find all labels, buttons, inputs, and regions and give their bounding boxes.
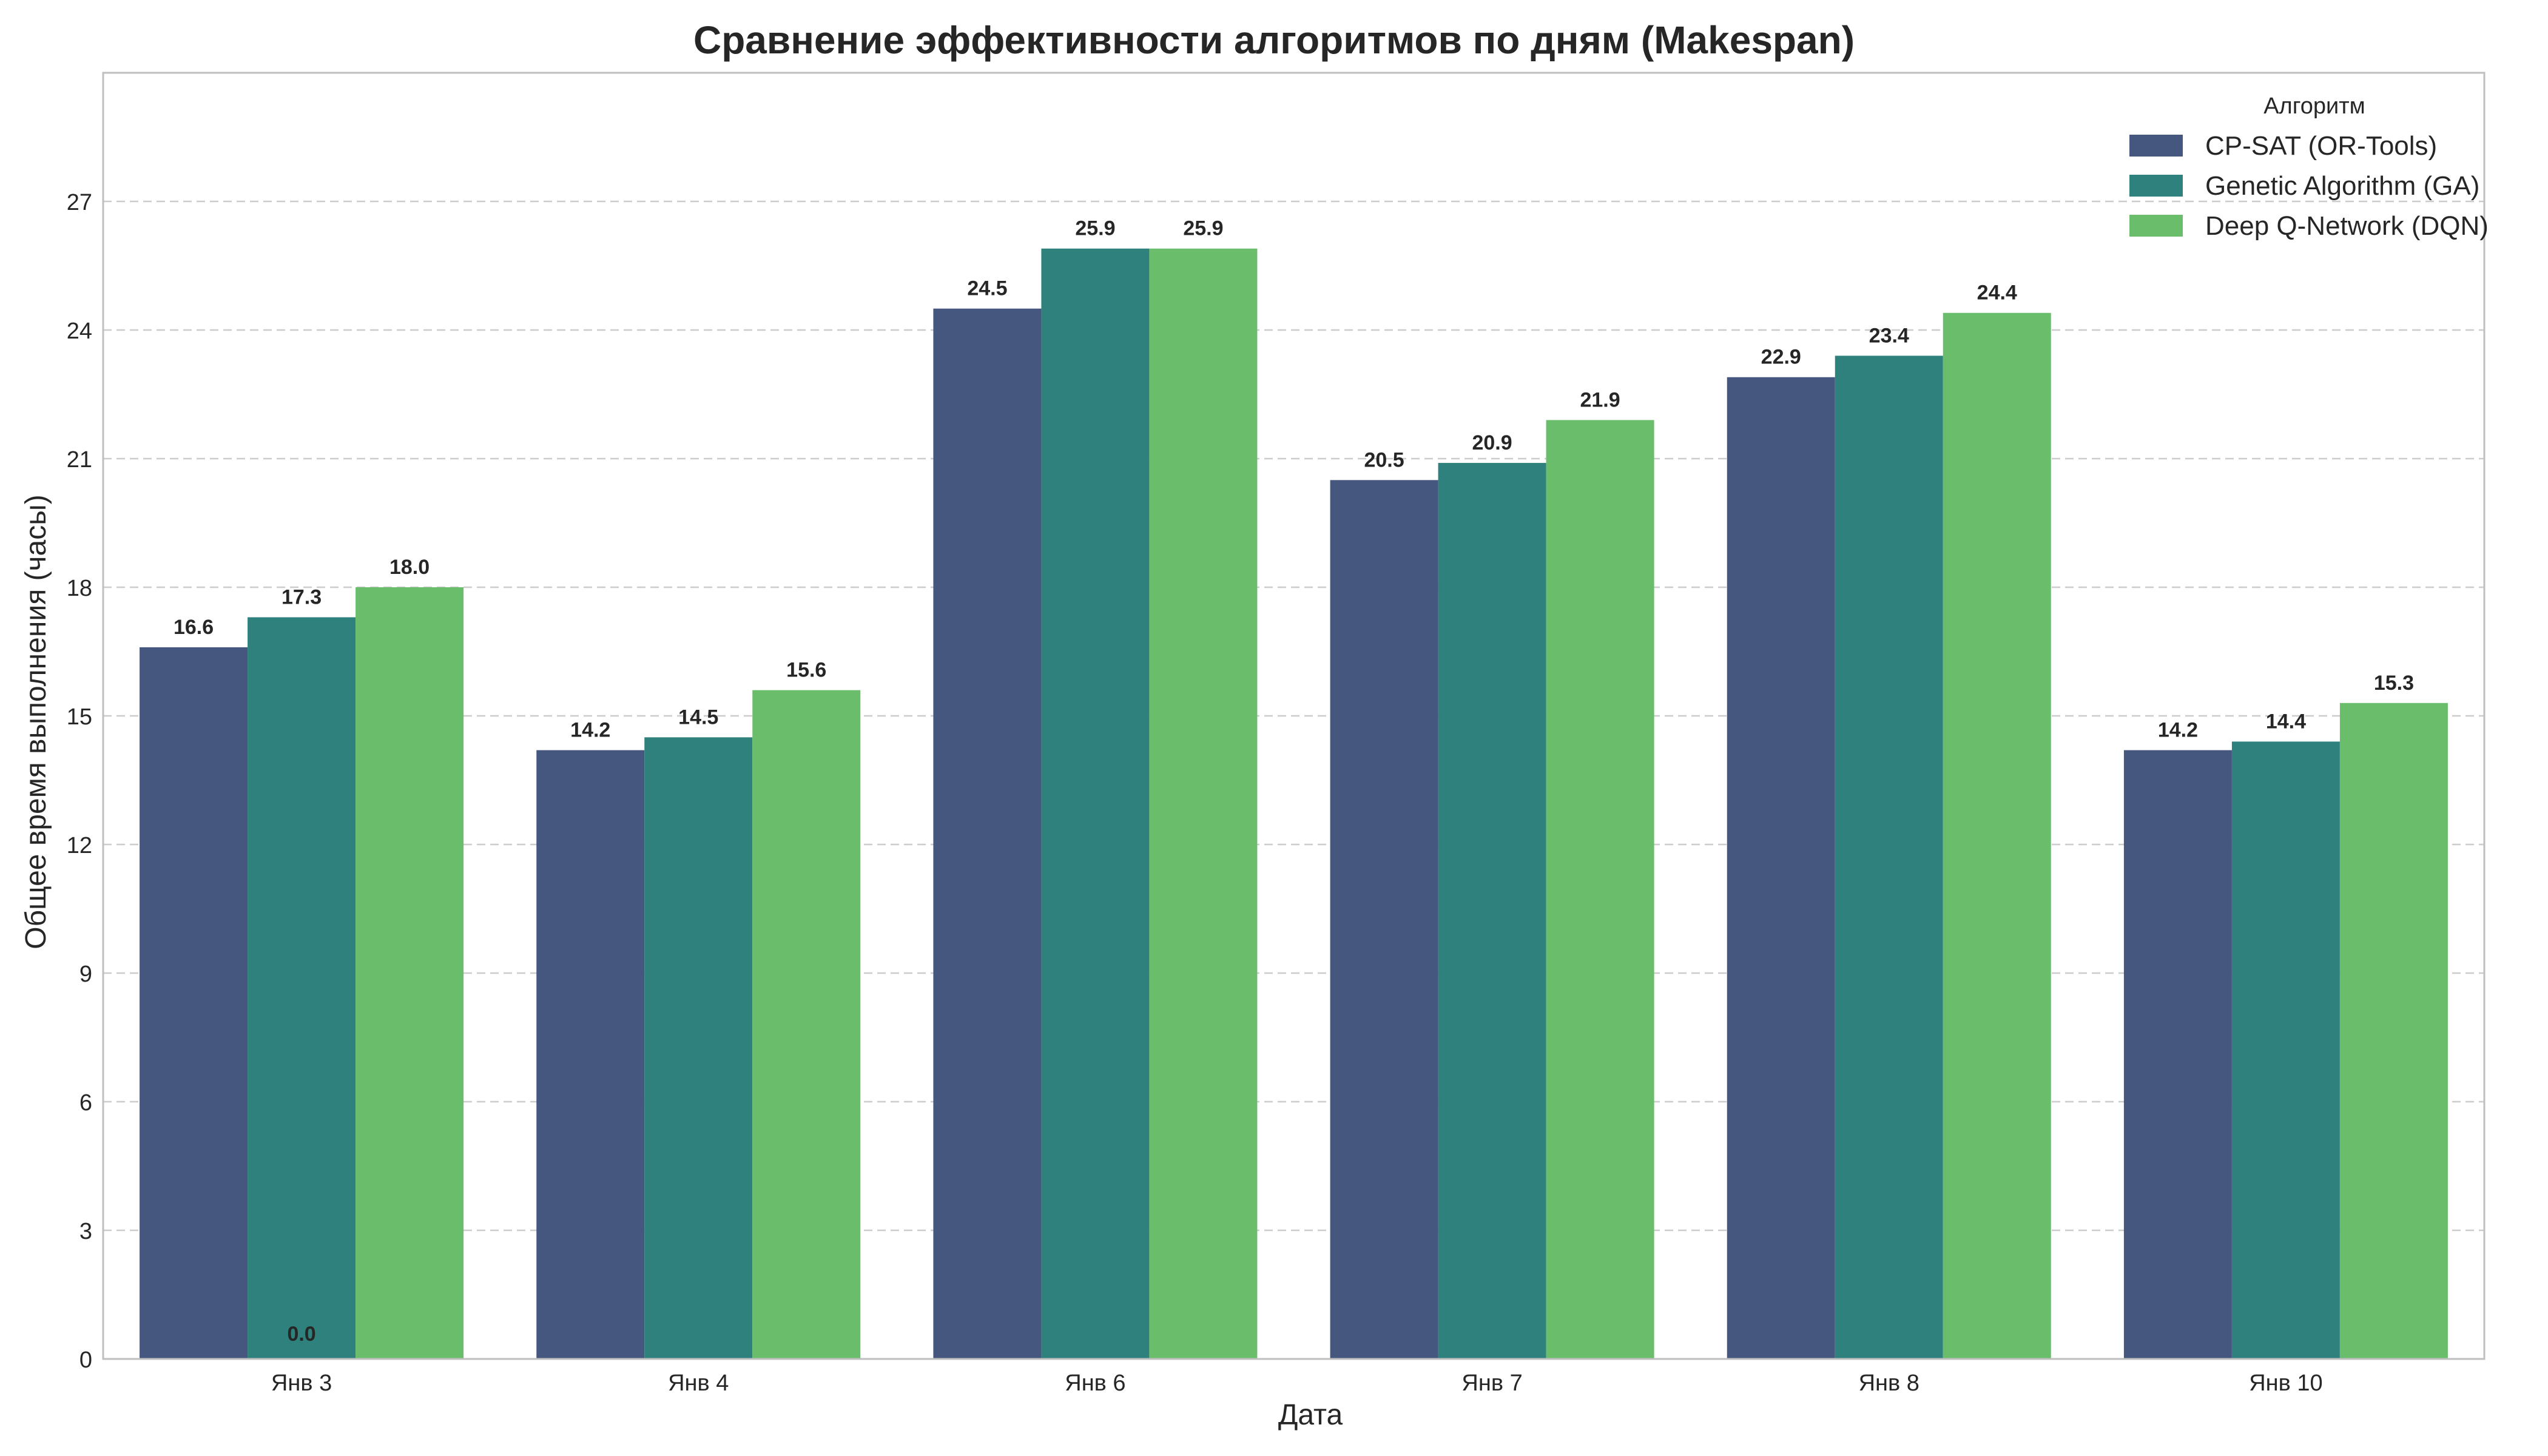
bar-value-label: 17.3	[281, 585, 322, 608]
bars	[140, 248, 2448, 1360]
bar-value-label: 18.0	[389, 556, 430, 579]
y-tick-label: 3	[79, 1219, 92, 1244]
legend-label: CP-SAT (OR-Tools)	[2205, 131, 2437, 161]
bar	[644, 737, 753, 1359]
bar-value-label: 20.5	[1364, 448, 1404, 471]
legend-swatch	[2129, 215, 2183, 237]
legend-swatch	[2129, 135, 2183, 157]
annotation-label: 0.0	[287, 1323, 315, 1346]
data-labels: 16.6 17.3 18.0 14.2 14.5 15.6 24.5 25.9 25.9 20.5…	[174, 217, 2414, 1346]
bar-value-label: 23.4	[1869, 324, 1909, 347]
bar-value-label: 25.9	[1075, 217, 1115, 240]
y-tick-label: 24	[67, 318, 92, 344]
legend: Алгоритм CP-SAT (OR-Tools) Genetic Algori…	[2129, 93, 2489, 241]
bar-value-label: 16.6	[174, 616, 214, 639]
bar-value-label: 15.3	[2374, 672, 2414, 695]
bar-value-label: 24.5	[967, 277, 1007, 300]
bar	[1546, 420, 1654, 1359]
bar	[1438, 463, 1546, 1359]
bar-value-label: 21.9	[1580, 388, 1620, 411]
bar-value-label: 24.4	[1977, 281, 2017, 305]
bar-value-label: 25.9	[1183, 217, 1223, 240]
bar	[933, 308, 1042, 1360]
x-axis-label: Дата	[1278, 1399, 1343, 1431]
bar	[140, 647, 248, 1359]
bar	[2123, 750, 2232, 1359]
legend-swatch	[2129, 175, 2183, 197]
bar	[2339, 703, 2448, 1359]
y-tick-label: 9	[79, 962, 92, 987]
y-tick-label: 21	[67, 447, 92, 473]
y-tick-label: 27	[67, 190, 92, 215]
bar	[752, 690, 861, 1359]
legend-label: Genetic Algorithm (GA)	[2205, 171, 2479, 201]
bar	[1727, 377, 1835, 1359]
bar-value-label: 14.4	[2266, 710, 2306, 733]
y-tick-label: 18	[67, 576, 92, 601]
bar-value-label: 22.9	[1761, 346, 1801, 369]
y-axis-label: Общее время выполнения (часы)	[20, 494, 52, 949]
bar	[1041, 248, 1150, 1359]
x-tick-label: Янв 6	[1065, 1370, 1125, 1396]
bar-value-label: 15.6	[786, 659, 826, 682]
x-tick-label: Янв 4	[668, 1370, 729, 1396]
bar	[248, 617, 356, 1359]
x-tick-label: Янв 7	[1461, 1370, 1522, 1396]
plot-frame	[102, 72, 2486, 1360]
y-tick-label: 0	[79, 1347, 92, 1373]
bar-value-label: 14.2	[2158, 719, 2198, 742]
bar	[1149, 248, 1258, 1359]
bar	[1943, 312, 2051, 1359]
y-tick-label: 15	[67, 704, 92, 730]
bar	[1835, 356, 1943, 1359]
bar	[1330, 480, 1438, 1360]
bar-value-label: 14.2	[570, 719, 610, 742]
chart-title: Сравнение эффективности алгоритмов по дн…	[693, 18, 1855, 62]
x-tick-label: Янв 10	[2249, 1370, 2322, 1396]
bar-value-label: 20.9	[1472, 431, 1512, 454]
x-tick-label: Янв 3	[271, 1370, 332, 1396]
y-tick-label: 6	[79, 1090, 92, 1116]
bar	[536, 750, 645, 1359]
bar	[356, 587, 464, 1359]
axes: 0 3 6 9 12 15 18 21 24 27 Янв 3 Янв 4 Янв 6 Янв 7 Янв …	[67, 72, 2486, 1396]
gridlines	[103, 200, 2484, 1232]
y-tick-label: 12	[67, 833, 92, 858]
legend-label: Deep Q-Network (DQN)	[2205, 211, 2489, 241]
x-tick-label: Янв 8	[1859, 1370, 1919, 1396]
legend-title: Алгоритм	[2263, 93, 2365, 119]
bar	[2231, 741, 2340, 1359]
bar-value-label: 14.5	[678, 706, 718, 729]
